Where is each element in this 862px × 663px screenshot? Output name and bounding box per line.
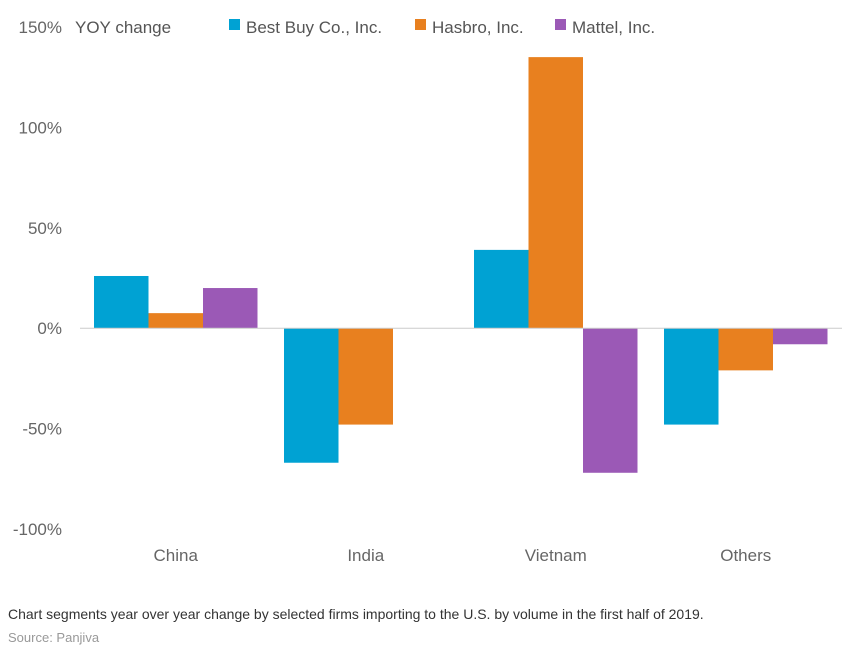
legend-label: Hasbro, Inc. (432, 18, 524, 37)
bar-others-1 (664, 328, 719, 425)
bars (94, 57, 828, 473)
bar-vietnam-1 (474, 249, 529, 329)
y-tick-label: -50% (22, 420, 62, 439)
bar-china-2 (148, 313, 203, 329)
legend-label: Best Buy Co., Inc. (246, 18, 382, 37)
yoy-bar-chart: 150% 100% 50% 0% -50% -100% YOY change Best B… (13, 18, 842, 565)
y-tick-label: 150% (19, 18, 62, 37)
bar-india-1 (284, 328, 339, 463)
bar-china-3 (203, 288, 258, 329)
x-tick-label: China (154, 546, 199, 565)
y-tick-label: -100% (13, 520, 62, 539)
chart-source: Source: Panjiva (8, 630, 100, 645)
chart-caption: Chart segments year over year change by … (8, 606, 704, 622)
y-tick-label: 0% (37, 319, 62, 338)
legend-swatch (229, 19, 240, 30)
legend: Best Buy Co., Inc. Hasbro, Inc. Mattel, In… (229, 18, 655, 37)
x-tick-label: India (347, 546, 384, 565)
legend-label: Mattel, Inc. (572, 18, 655, 37)
y-axis-label: YOY change (75, 18, 171, 37)
x-axis-ticks: China India Vietnam Others (154, 546, 772, 565)
x-tick-label: Vietnam (525, 546, 587, 565)
legend-swatch (555, 19, 566, 30)
y-axis-ticks: 150% 100% 50% 0% -50% -100% (13, 18, 62, 539)
x-tick-label: Others (720, 546, 771, 565)
y-tick-label: 50% (28, 219, 62, 238)
bar-vietnam-3 (583, 328, 638, 473)
legend-swatch (415, 19, 426, 30)
bar-china-1 (94, 275, 149, 329)
bar-others-2 (718, 328, 773, 371)
bar-others-3 (773, 328, 828, 345)
y-tick-label: 100% (19, 118, 62, 137)
bar-vietnam-2 (528, 57, 583, 329)
bar-india-2 (338, 328, 393, 425)
